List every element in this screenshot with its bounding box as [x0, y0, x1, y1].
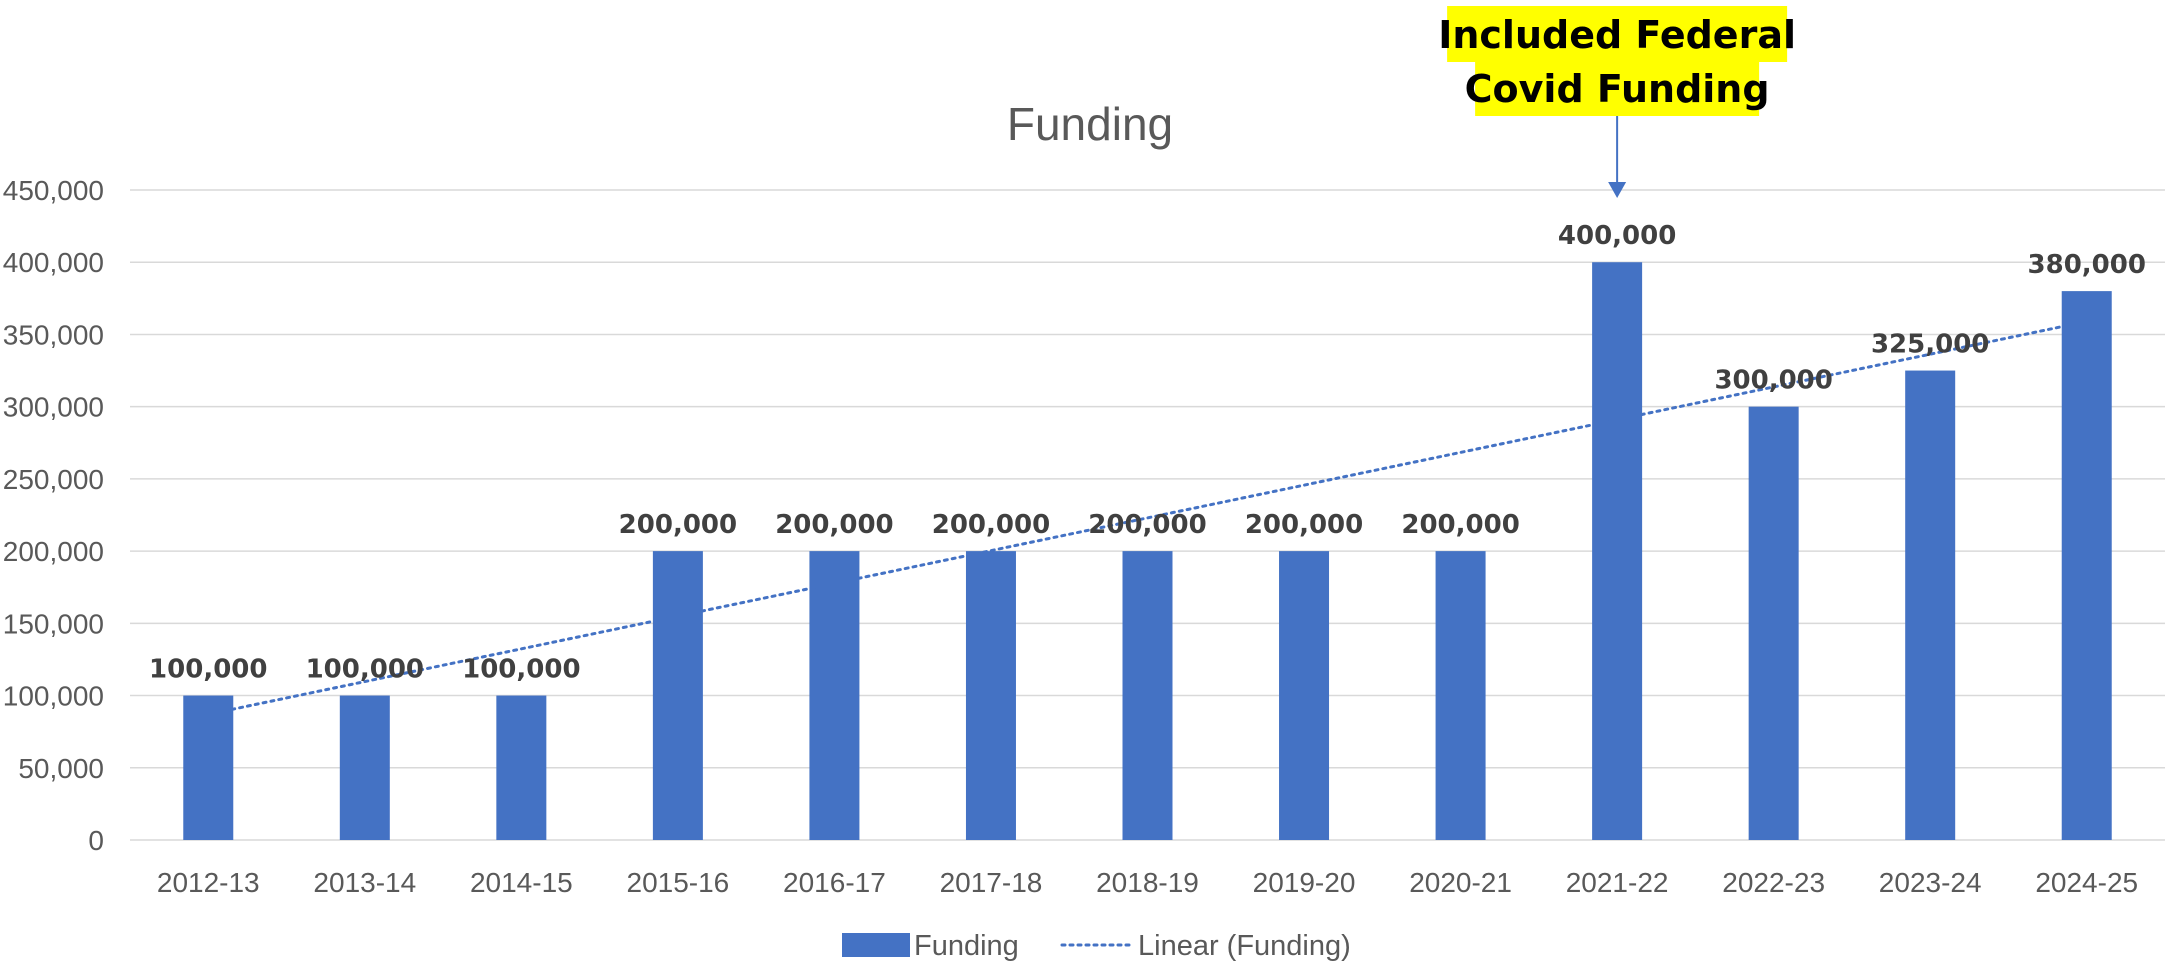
bar: [1592, 262, 1643, 840]
y-tick-label: 300,000: [3, 392, 104, 423]
bar: [1435, 551, 1486, 840]
annotation-text: Included Federal: [1438, 13, 1796, 57]
bar: [1122, 551, 1173, 840]
annotation-highlight: [1447, 6, 1788, 62]
y-tick-label: 400,000: [3, 247, 104, 278]
y-tick-label: 50,000: [18, 753, 104, 784]
bar: [809, 551, 860, 840]
x-tick-label: 2020-21: [1409, 867, 1512, 898]
x-tick-label: 2019-20: [1253, 867, 1356, 898]
x-tick-label: 2012-13: [157, 867, 260, 898]
x-tick-label: 2013-14: [313, 867, 416, 898]
x-tick-label: 2024-25: [2035, 867, 2138, 898]
bar: [496, 695, 547, 840]
x-tick-label: 2015-16: [627, 867, 730, 898]
x-tick-label: 2017-18: [940, 867, 1043, 898]
x-tick-label: 2023-24: [1879, 867, 1982, 898]
y-tick-label: 150,000: [3, 608, 104, 639]
x-tick-label: 2018-19: [1096, 867, 1199, 898]
legend-label-trendline: Linear (Funding): [1138, 930, 1351, 962]
y-axis: 0 50,000 100,000 150,000 200,000 250,000 300,0…: [3, 175, 104, 856]
data-label: 325,000: [1871, 330, 1989, 360]
legend-label-funding: Funding: [914, 930, 1019, 962]
x-tick-label: 2022-23: [1722, 867, 1825, 898]
y-tick-label: 350,000: [3, 319, 104, 350]
bar: [1279, 551, 1330, 840]
data-labels: 100,000 100,000 100,000 200,000 200,000 200,0…: [149, 221, 2146, 684]
data-label: 200,000: [1245, 510, 1363, 540]
legend-swatch-funding: [842, 933, 910, 957]
y-tick-label: 200,000: [3, 536, 104, 567]
y-tick-label: 0: [88, 825, 104, 856]
bar: [2061, 291, 2112, 841]
data-label: 200,000: [932, 510, 1050, 540]
y-tick-label: 250,000: [3, 464, 104, 495]
data-label: 100,000: [149, 655, 267, 685]
data-label: 380,000: [2028, 250, 2146, 280]
trendline: [206, 319, 2089, 716]
data-label: 300,000: [1714, 366, 1832, 396]
x-tick-label: 2021-22: [1566, 867, 1669, 898]
y-tick-label: 450,000: [3, 175, 104, 206]
bar: [339, 695, 390, 840]
annotation-arrow-head: [1608, 182, 1627, 198]
legend: Funding Linear (Funding): [842, 930, 1351, 962]
data-label: 200,000: [1088, 510, 1206, 540]
bar: [965, 551, 1016, 840]
y-tick-label: 100,000: [3, 681, 104, 712]
covid-funding-annotation: Included Federal Covid Funding: [1438, 6, 1796, 198]
data-label: 200,000: [619, 510, 737, 540]
bar-series: [183, 262, 2112, 841]
trendline-layer: [206, 319, 2089, 716]
data-label: 400,000: [1558, 221, 1676, 251]
x-tick-label: 2014-15: [470, 867, 573, 898]
bar: [652, 551, 703, 840]
data-label: 100,000: [462, 655, 580, 685]
x-tick-label: 2016-17: [783, 867, 886, 898]
data-label: 100,000: [306, 655, 424, 685]
annotation-text: Covid Funding: [1465, 67, 1770, 111]
data-label: 200,000: [1401, 510, 1519, 540]
bar: [183, 695, 234, 840]
bar: [1905, 370, 1956, 840]
data-label: 200,000: [775, 510, 893, 540]
annotation-highlight: [1475, 60, 1760, 116]
bar: [1748, 406, 1799, 840]
chart-title: Funding: [1007, 98, 1173, 150]
x-axis: 2012-13 2013-14 2014-15 2015-16 2016-17 2017-…: [157, 867, 2138, 898]
